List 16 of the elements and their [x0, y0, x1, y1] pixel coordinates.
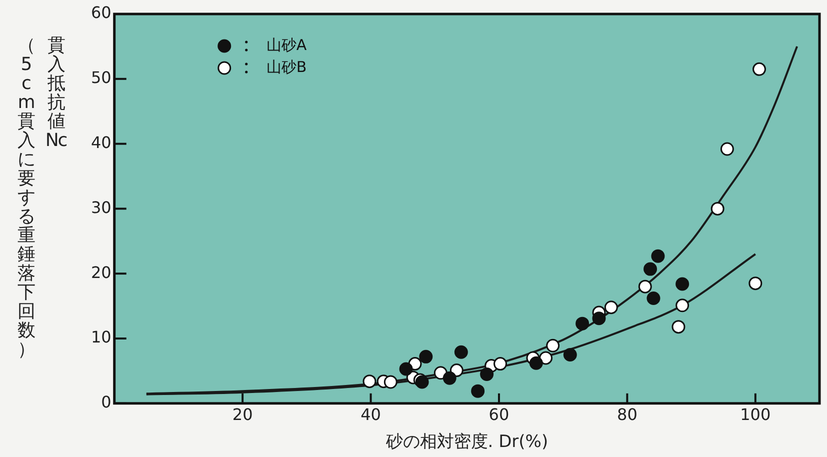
legend-label: 山砂A	[266, 36, 308, 54]
x-tick-label: 60	[488, 405, 510, 424]
x-tick-label: 100	[740, 405, 771, 424]
y-tick-label: 60	[91, 3, 112, 22]
text: 貫入抵抗値 Nc （5 cm貫入に要する重錘落下回数）	[18, 35, 67, 360]
x-axis-title: 砂の相対密度. Dr(%)	[384, 432, 548, 452]
y-tick-label: 50	[91, 68, 112, 88]
y-tick-label: 0	[101, 392, 112, 412]
y-tick-label: 10	[91, 328, 112, 347]
x-tick-label: 40	[360, 405, 381, 424]
legend-label: 山砂B	[266, 58, 307, 76]
y-tick-label: 20	[91, 262, 112, 282]
x-tick-label: 20	[232, 405, 253, 424]
y-tick-label: 40	[91, 132, 112, 152]
y-tick-label: 30	[91, 198, 112, 217]
x-tick-label: 80	[617, 405, 638, 424]
